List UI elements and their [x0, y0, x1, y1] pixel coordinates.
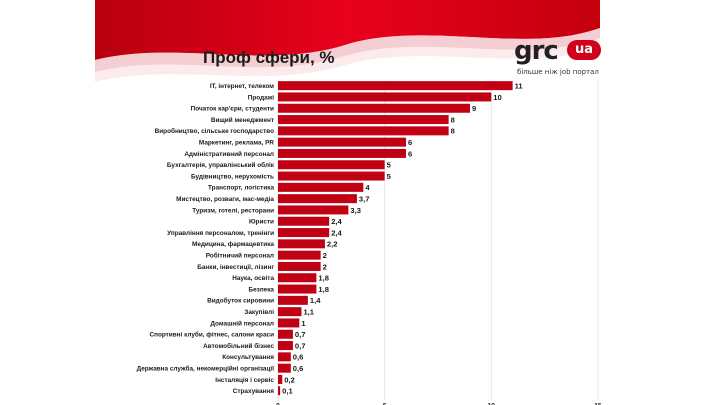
value-label: 8 — [451, 115, 455, 124]
chart-title: Проф сфери, % — [203, 48, 335, 67]
category-label: Транспорт, логістика — [208, 184, 274, 192]
category-label: Домашній персонал — [210, 319, 274, 327]
value-label: 1,1 — [303, 307, 314, 316]
grc-logo: grc ua більше ніж job портал — [514, 36, 604, 86]
bar — [278, 318, 300, 328]
bar — [278, 171, 385, 181]
bar — [278, 363, 291, 373]
category-label: Інсталяція і сервіс — [215, 376, 274, 384]
category-label: Маркетинг, реклама, PR — [199, 139, 274, 146]
bar — [278, 92, 492, 102]
x-tick-label: 10 — [488, 402, 496, 405]
bar — [278, 103, 470, 113]
bar — [278, 374, 283, 384]
logo-word: grc — [514, 36, 559, 66]
category-label: Вищий менеджмент — [211, 116, 274, 124]
category-label: Спортивні клуби, фітнес, салони краси — [149, 331, 274, 339]
category-label: Банки, інвестиції, лізинг — [197, 263, 274, 271]
value-label: 0,6 — [293, 353, 304, 362]
bar — [278, 148, 406, 158]
bar — [278, 307, 302, 317]
category-label: Початок кар'єри, студенти — [191, 106, 274, 113]
value-label: 3,7 — [359, 194, 370, 203]
logo-badge: ua — [567, 40, 601, 60]
category-label: Адміністративний персонал — [184, 150, 274, 158]
bar — [278, 194, 357, 204]
logo-tagline: більше ніж job портал — [517, 68, 599, 76]
category-label: Автомобільний бізнес — [203, 342, 274, 350]
category-label: Державна служба, некомерційні організаці… — [137, 364, 275, 372]
value-label: 4 — [365, 183, 370, 192]
category-label: Будівництво, нерухомість — [191, 172, 274, 180]
category-label: Безпека — [249, 286, 275, 293]
value-label: 8 — [451, 127, 455, 136]
value-label: 0,7 — [295, 330, 306, 339]
bar — [278, 160, 385, 170]
category-label: Видобуток сировини — [207, 297, 274, 305]
bar — [278, 295, 308, 305]
bar — [278, 284, 317, 294]
value-label: 2,4 — [331, 228, 342, 237]
category-label: Медицина, фармацевтика — [192, 241, 274, 248]
value-label: 9 — [472, 104, 476, 113]
value-label: 11 — [515, 81, 524, 90]
value-label: 1,8 — [318, 274, 329, 283]
category-label: IT, інтернет, телеком — [210, 82, 274, 90]
bar — [278, 228, 330, 238]
value-label: 1 — [301, 319, 306, 328]
value-label: 1,4 — [310, 296, 321, 305]
category-label: Закупівлі — [244, 308, 274, 316]
bar — [278, 81, 513, 91]
bar — [278, 216, 330, 226]
value-label: 2 — [323, 262, 327, 271]
value-label: 5 — [387, 172, 392, 181]
category-label: Виробництво, сільське господарство — [155, 127, 274, 135]
bar — [278, 386, 281, 396]
category-label: Юристи — [249, 219, 274, 226]
value-label: 3,3 — [350, 206, 361, 215]
bar — [278, 126, 449, 136]
x-tick-label: 0 — [276, 402, 280, 405]
bar — [278, 115, 449, 125]
bar — [278, 182, 364, 192]
category-label: Управління персоналом, тренінги — [167, 229, 274, 237]
value-label: 10 — [493, 93, 501, 102]
value-label: 5 — [387, 161, 392, 170]
bar — [278, 250, 321, 260]
category-label: Страхування — [233, 388, 275, 395]
category-label: Консультування — [222, 354, 274, 361]
x-tick-label: 5 — [383, 402, 387, 405]
category-label: Бухгалтерія, управлінський облік — [167, 161, 275, 169]
bar — [278, 239, 325, 249]
value-label: 0,2 — [284, 375, 295, 384]
category-label: Мистецтво, розваги, мас-медіа — [176, 195, 274, 203]
value-label: 0,1 — [282, 387, 293, 396]
bar — [278, 329, 293, 339]
category-label: Робітничий персонал — [206, 251, 274, 259]
category-label: Наука, освіта — [232, 274, 274, 282]
value-label: 1,8 — [318, 285, 329, 294]
x-tick-label: 15 — [594, 402, 602, 405]
bar — [278, 273, 317, 283]
value-label: 2,4 — [331, 217, 342, 226]
bar — [278, 205, 349, 215]
category-label: Продажі — [248, 93, 274, 101]
value-label: 2,2 — [327, 240, 338, 249]
bar — [278, 341, 293, 351]
bar — [278, 137, 406, 147]
value-label: 0,6 — [293, 364, 304, 373]
category-label: Туризм, готелі, ресторани — [192, 206, 274, 214]
red-wave-banner — [95, 0, 600, 82]
value-label: 6 — [408, 138, 412, 147]
value-label: 2 — [323, 251, 327, 260]
bar — [278, 352, 291, 362]
value-label: 0,7 — [295, 341, 306, 350]
bar — [278, 261, 321, 271]
value-label: 6 — [408, 149, 412, 158]
